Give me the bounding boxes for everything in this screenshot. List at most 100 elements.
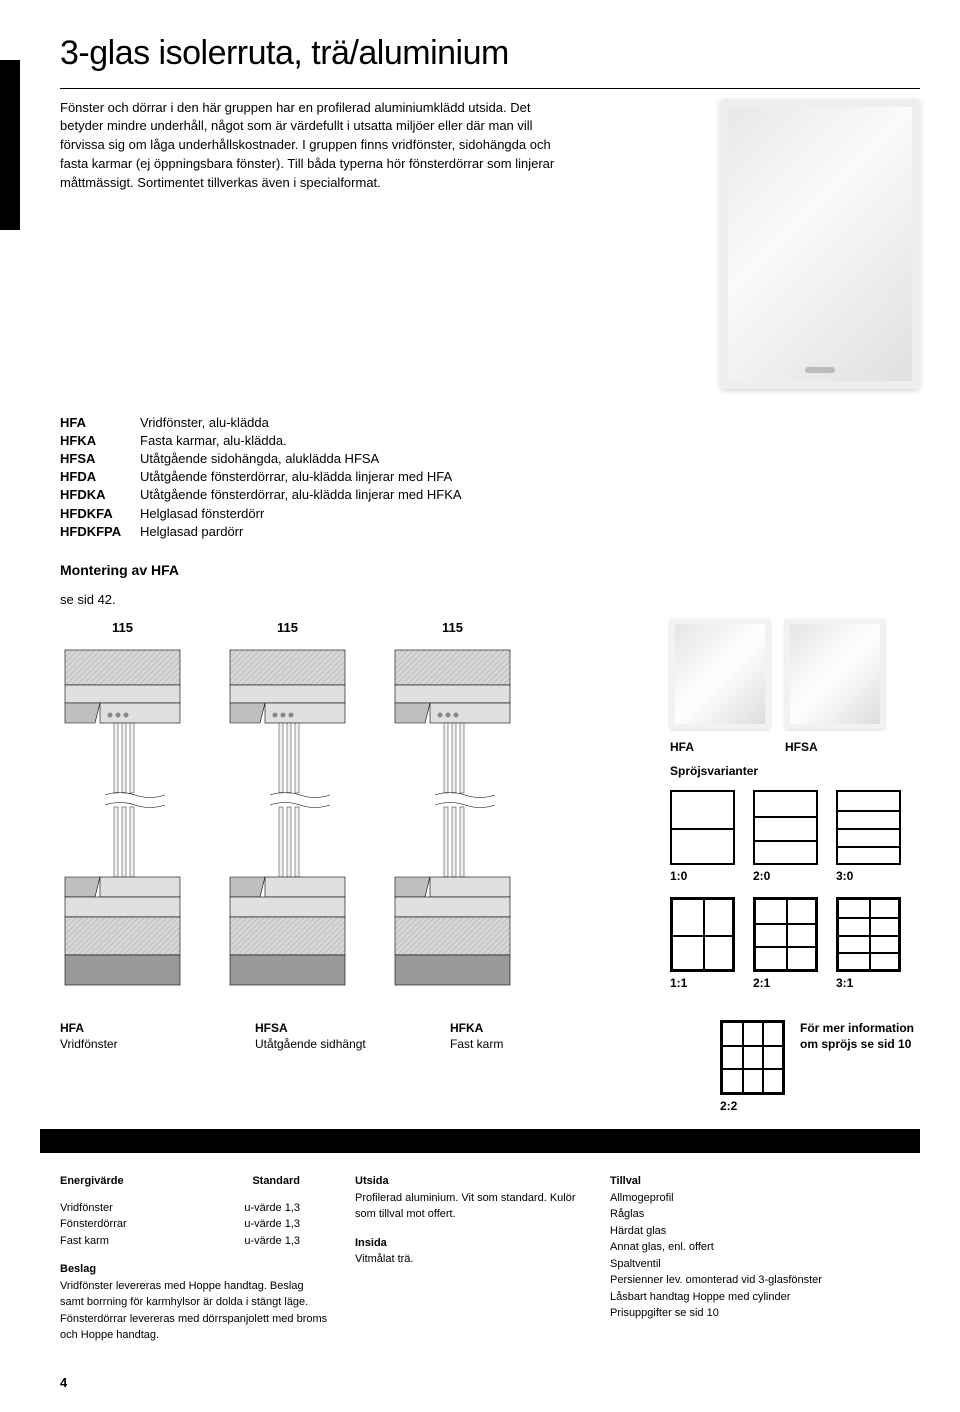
def-code: HFSA	[60, 450, 140, 468]
bl-hfsa: HFSA Utåtgående sidhängt	[255, 1020, 380, 1115]
variant-label: 1:0	[670, 868, 735, 885]
specs-col-2: Utsida Profilerad aluminium. Vit som sta…	[355, 1173, 585, 1344]
cross-col: 115	[60, 619, 185, 1000]
variant-label: 3:0	[836, 868, 901, 885]
variant-icon	[670, 790, 735, 865]
montering-sub: se sid 42.	[60, 591, 920, 609]
grid-variants: 1:0 2:0 3:0 1:1 2:1 3:1	[670, 790, 920, 992]
tillval-item: Allmogeprofil	[610, 1190, 840, 1207]
specs-col-3: Tillval AllmogeprofilRåglasHärdat glasAn…	[610, 1173, 840, 1344]
specs: Energivärde Standard Vridfönster u-värde …	[60, 1173, 920, 1344]
bl-code: HFA	[60, 1020, 185, 1037]
cross-col: 115	[390, 619, 515, 1000]
cross-label: 115	[390, 619, 515, 637]
cross-label: 115	[225, 619, 350, 637]
tillval-item: Härdat glas	[610, 1223, 840, 1240]
variant-item: 3:0	[836, 790, 901, 885]
def-code: HFDA	[60, 468, 140, 486]
bl-code: HFKA	[450, 1020, 575, 1037]
tillval-item: Prisuppgifter se sid 10	[610, 1305, 840, 1322]
variant-icon	[753, 790, 818, 865]
variant-item: 1:1	[670, 897, 735, 992]
tillval-item: Låsbart handtag Hoppe med cylinder	[610, 1289, 840, 1306]
thumb-label-hfsa: HFSA	[785, 739, 885, 756]
tillval-header: Tillval	[610, 1175, 641, 1187]
cross-col: 115	[225, 619, 350, 1000]
bl-hfa: HFA Vridfönster	[60, 1020, 185, 1115]
def-row: HFSAUtåtgående sidohängda, aluklädda HFS…	[60, 450, 600, 468]
energi-val: u-värde 1,3	[244, 1216, 300, 1233]
def-desc: Vridfönster, alu-klädda	[140, 414, 600, 432]
thumb-hfa	[670, 619, 770, 729]
variant-label: 2:0	[753, 868, 818, 885]
tillval-item: Persienner lev. omonterad vid 3-glasföns…	[610, 1272, 840, 1289]
utsida-header: Utsida	[355, 1175, 389, 1187]
tillval-item: Råglas	[610, 1206, 840, 1223]
def-desc: Utåtgående fönsterdörrar, alu-klädda lin…	[140, 468, 600, 486]
beslag-text: Vridfönster levereras med Hoppe handtag.…	[60, 1278, 330, 1344]
energi-name: Fönsterdörrar	[60, 1216, 127, 1233]
mid-section: 115 115	[60, 619, 920, 1000]
def-desc: Fasta karmar, alu-klädda.	[140, 432, 600, 450]
def-code: HFKA	[60, 432, 140, 450]
cross-label: 115	[60, 619, 185, 637]
sproj-title: Spröjsvarianter	[670, 763, 920, 780]
cross-section-svg	[60, 645, 185, 995]
page-title: 3-glas isolerruta, trä/aluminium	[60, 30, 920, 78]
variant-item: 2:1	[753, 897, 818, 992]
variant-label: 2:1	[753, 975, 818, 992]
insida-text: Vitmålat trä.	[355, 1251, 585, 1268]
info-right: 2:2 För mer information om spröjs se sid…	[720, 1020, 920, 1115]
variant-icon	[836, 790, 901, 865]
side-tab	[0, 60, 20, 230]
insida-header: Insida	[355, 1237, 387, 1249]
variant-icon	[836, 897, 901, 972]
tillval-item: Annat glas, enl. offert	[610, 1239, 840, 1256]
variant-icon	[753, 897, 818, 972]
energi-row: Fönsterdörrar u-värde 1,3	[60, 1216, 300, 1233]
def-row: HFAVridfönster, alu-klädda	[60, 414, 600, 432]
variant-item: 2:0	[753, 790, 818, 885]
def-code: HFA	[60, 414, 140, 432]
intro-text: Fönster och dörrar i den här gruppen har…	[60, 99, 560, 389]
variant-icon	[670, 897, 735, 972]
def-code: HFDKFPA	[60, 523, 140, 541]
def-desc: Helglasad fönsterdörr	[140, 505, 600, 523]
utsida-text: Profilerad aluminium. Vit som standard. …	[355, 1190, 585, 1223]
beslag-header: Beslag	[60, 1263, 96, 1275]
definitions-table: HFAVridfönster, alu-kläddaHFKAFasta karm…	[60, 414, 600, 541]
cross-section-svg	[225, 645, 350, 995]
thumb-hfsa	[785, 619, 885, 729]
bl-hfka: HFKA Fast karm	[450, 1020, 575, 1115]
def-row: HFKAFasta karmar, alu-klädda.	[60, 432, 600, 450]
cross-sections: 115 115	[60, 619, 515, 1000]
def-row: HFDKAUtåtgående fönsterdörrar, alu-klädd…	[60, 486, 600, 504]
page-number: 4	[60, 1374, 920, 1392]
bl-desc: Utåtgående sidhängt	[255, 1036, 380, 1053]
energi-name: Vridfönster	[60, 1200, 113, 1217]
def-code: HFDKFA	[60, 505, 140, 523]
top-section: Fönster och dörrar i den här gruppen har…	[60, 88, 920, 389]
energi-row: Fast karmu-värde 1,3	[60, 1233, 300, 1250]
standard-header: Standard	[252, 1173, 300, 1190]
bottom-labels-row: HFA Vridfönster HFSA Utåtgående sidhängt…	[60, 1020, 920, 1115]
energi-header: Energivärde	[60, 1173, 124, 1190]
variants-panel: HFA HFSA Spröjsvarianter 1:0 2:0 3:0 1:1 2:1…	[670, 619, 920, 1000]
variant-label: 3:1	[836, 975, 901, 992]
energi-row: Vridfönster u-värde 1,3	[60, 1200, 300, 1217]
def-desc: Utåtgående sidohängda, aluklädda HFSA	[140, 450, 600, 468]
def-desc: Utåtgående fönsterdörrar, alu-klädda lin…	[140, 486, 600, 504]
variant-2-2-label: 2:2	[720, 1098, 785, 1115]
thumb-label-hfa: HFA	[670, 739, 770, 756]
def-row: HFDKFAHelglasad fönsterdörr	[60, 505, 600, 523]
specs-col-1: Energivärde Standard Vridfönster u-värde …	[60, 1173, 330, 1344]
bl-code: HFSA	[255, 1020, 380, 1037]
divider-bar	[40, 1129, 920, 1153]
bl-desc: Vridfönster	[60, 1036, 185, 1053]
def-row: HFDKFPAHelglasad pardörr	[60, 523, 600, 541]
more-info-text: För mer information om spröjs se sid 10	[800, 1020, 920, 1054]
def-row: HFDAUtåtgående fönsterdörrar, alu-klädda…	[60, 468, 600, 486]
energi-name: Fast karm	[60, 1233, 109, 1250]
main-window-image	[720, 99, 920, 389]
energi-val: u-värde 1,3	[244, 1200, 300, 1217]
